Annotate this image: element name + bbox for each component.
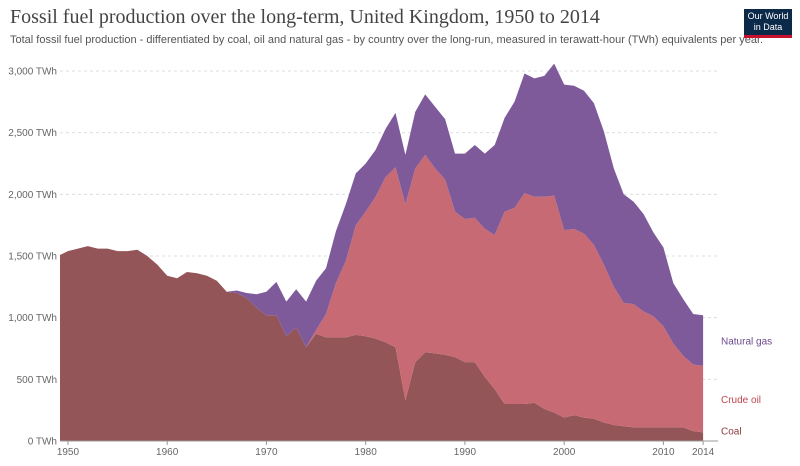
x-tick-label: 2010	[652, 447, 675, 458]
y-tick-label: 3,000 TWh	[8, 67, 57, 78]
y-tick-label: 2,500 TWh	[8, 128, 57, 139]
logo-line-1: Our World	[747, 11, 789, 21]
x-tick-label: 1970	[255, 447, 278, 458]
y-tick-label: 2,000 TWh	[8, 190, 57, 201]
series-label-coal: Coal	[721, 426, 742, 437]
x-tick-label: 2000	[553, 447, 576, 458]
coal-area	[60, 246, 704, 441]
x-tick-label: 1980	[355, 447, 378, 458]
x-tick-label: 2014	[692, 447, 715, 458]
x-tick-label: 1960	[156, 447, 179, 458]
chart-subtitle: Total fossil fuel production - different…	[10, 34, 764, 46]
series-label-natural-gas: Natural gas	[721, 336, 772, 347]
y-tick-label: 0 TWh	[28, 437, 57, 448]
natural-gas-area	[60, 63, 704, 366]
crude-oil-area	[60, 154, 704, 433]
x-tick-label: 1950	[57, 447, 80, 458]
y-tick-label: 1,000 TWh	[8, 313, 57, 324]
y-tick-label: 1,500 TWh	[8, 252, 57, 263]
owid-logo[interactable]: Our World in Data	[744, 9, 792, 38]
y-tick-label: 500 TWh	[17, 375, 57, 386]
series-label-crude-oil: Crude oil	[721, 395, 761, 406]
chart-title: Fossil fuel production over the long-ter…	[10, 6, 600, 28]
logo-line-2: in Data	[753, 22, 783, 32]
x-tick-label: 1990	[454, 447, 477, 458]
